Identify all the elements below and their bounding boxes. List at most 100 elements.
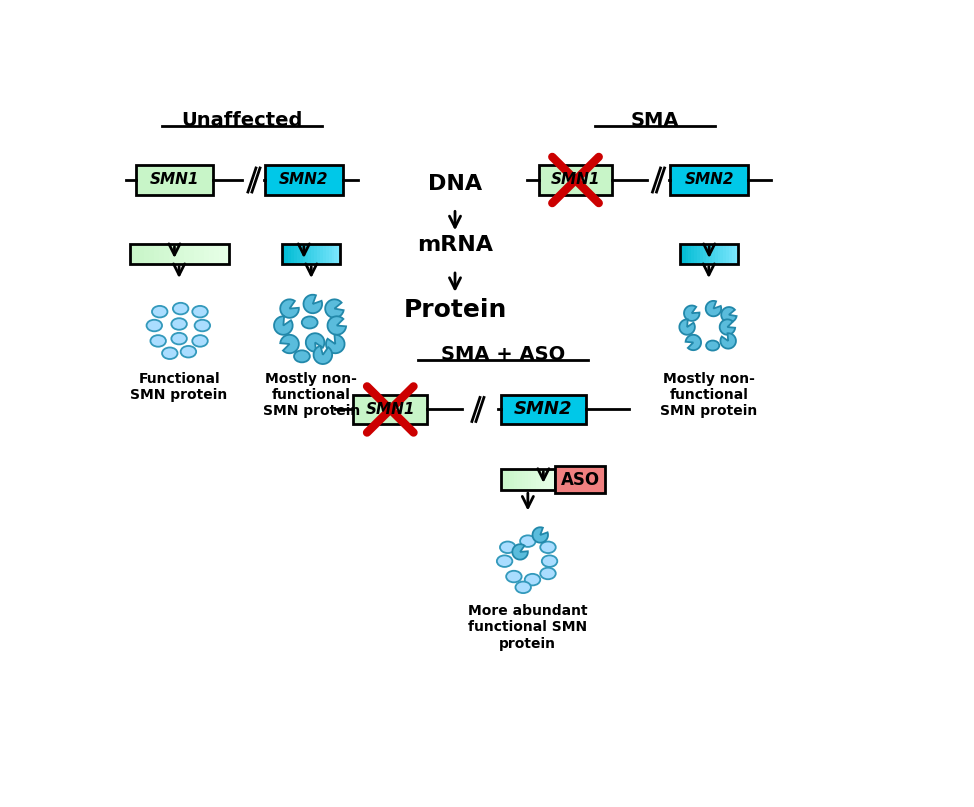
Ellipse shape <box>294 350 310 362</box>
Wedge shape <box>721 307 736 323</box>
Bar <box>208 244 214 264</box>
Text: Mostly non-
functional
SMN protein: Mostly non- functional SMN protein <box>263 372 359 418</box>
Ellipse shape <box>525 574 541 585</box>
Bar <box>552 469 555 491</box>
Bar <box>322 244 325 264</box>
Bar <box>536 469 539 491</box>
Bar <box>160 244 165 264</box>
Bar <box>501 469 555 491</box>
Text: SMN2: SMN2 <box>685 173 734 187</box>
Bar <box>318 244 319 264</box>
Wedge shape <box>306 333 324 352</box>
Text: mRNA: mRNA <box>417 236 493 256</box>
Bar <box>130 244 229 264</box>
Bar <box>724 244 727 264</box>
Text: Protein: Protein <box>403 298 506 322</box>
Bar <box>718 244 721 264</box>
Bar <box>542 469 544 491</box>
Ellipse shape <box>542 555 557 567</box>
Text: ASO: ASO <box>561 470 600 488</box>
Bar <box>680 244 683 264</box>
Bar <box>517 469 520 491</box>
Wedge shape <box>327 316 346 335</box>
Ellipse shape <box>515 582 531 593</box>
Ellipse shape <box>171 332 187 345</box>
Bar <box>265 165 343 194</box>
Wedge shape <box>684 306 699 321</box>
Bar <box>546 469 549 491</box>
Bar <box>214 244 219 264</box>
Bar <box>544 469 546 491</box>
Bar <box>721 244 724 264</box>
Text: DNA: DNA <box>428 174 482 194</box>
Bar <box>511 469 514 491</box>
Bar <box>694 244 697 264</box>
Bar <box>670 165 748 194</box>
Bar <box>312 244 315 264</box>
Bar <box>549 469 552 491</box>
Bar <box>149 244 154 264</box>
Bar <box>300 244 303 264</box>
Bar <box>154 244 160 264</box>
Ellipse shape <box>171 318 187 330</box>
Bar <box>134 244 139 264</box>
Ellipse shape <box>146 320 162 332</box>
Wedge shape <box>533 527 548 542</box>
Bar <box>715 244 718 264</box>
Bar <box>522 469 525 491</box>
Wedge shape <box>326 335 345 353</box>
Bar <box>297 244 300 264</box>
Bar <box>727 244 730 264</box>
Wedge shape <box>314 346 332 364</box>
Bar <box>204 244 208 264</box>
Bar <box>165 244 169 264</box>
Bar <box>315 244 318 264</box>
Ellipse shape <box>520 535 536 547</box>
Wedge shape <box>281 335 299 353</box>
Ellipse shape <box>302 316 318 328</box>
Bar <box>712 244 715 264</box>
Bar <box>531 469 534 491</box>
Bar <box>179 244 184 264</box>
Bar <box>730 244 732 264</box>
Wedge shape <box>325 299 344 318</box>
Text: More abundant
functional SMN
protein: More abundant functional SMN protein <box>468 604 587 650</box>
Bar <box>539 165 613 194</box>
Bar <box>525 469 528 491</box>
Ellipse shape <box>541 567 556 579</box>
Bar <box>354 395 428 424</box>
Text: SMA: SMA <box>631 111 679 130</box>
Text: Mostly non-
functional
SMN protein: Mostly non- functional SMN protein <box>660 372 758 418</box>
Ellipse shape <box>195 320 210 332</box>
Bar <box>709 244 712 264</box>
Bar <box>169 244 174 264</box>
Ellipse shape <box>706 341 719 350</box>
Wedge shape <box>706 301 721 316</box>
Bar <box>135 165 213 194</box>
Ellipse shape <box>150 335 166 347</box>
Bar <box>501 469 504 491</box>
Ellipse shape <box>152 306 168 317</box>
Bar <box>325 244 328 264</box>
Ellipse shape <box>500 541 515 553</box>
Bar <box>294 244 297 264</box>
Bar <box>139 244 144 264</box>
Wedge shape <box>512 544 528 559</box>
Bar <box>219 244 224 264</box>
Bar <box>282 244 340 264</box>
Bar <box>303 244 306 264</box>
Bar <box>555 466 606 493</box>
Bar <box>692 244 694 264</box>
Wedge shape <box>720 320 735 335</box>
Bar <box>331 244 334 264</box>
Bar <box>130 244 134 264</box>
Bar <box>291 244 294 264</box>
Bar <box>288 244 291 264</box>
Bar <box>506 469 508 491</box>
Ellipse shape <box>173 303 188 315</box>
Bar <box>504 469 506 491</box>
Bar <box>319 244 322 264</box>
Ellipse shape <box>192 335 207 347</box>
Text: Functional
SMN protein: Functional SMN protein <box>131 372 228 402</box>
Text: SMA + ASO: SMA + ASO <box>441 345 565 364</box>
